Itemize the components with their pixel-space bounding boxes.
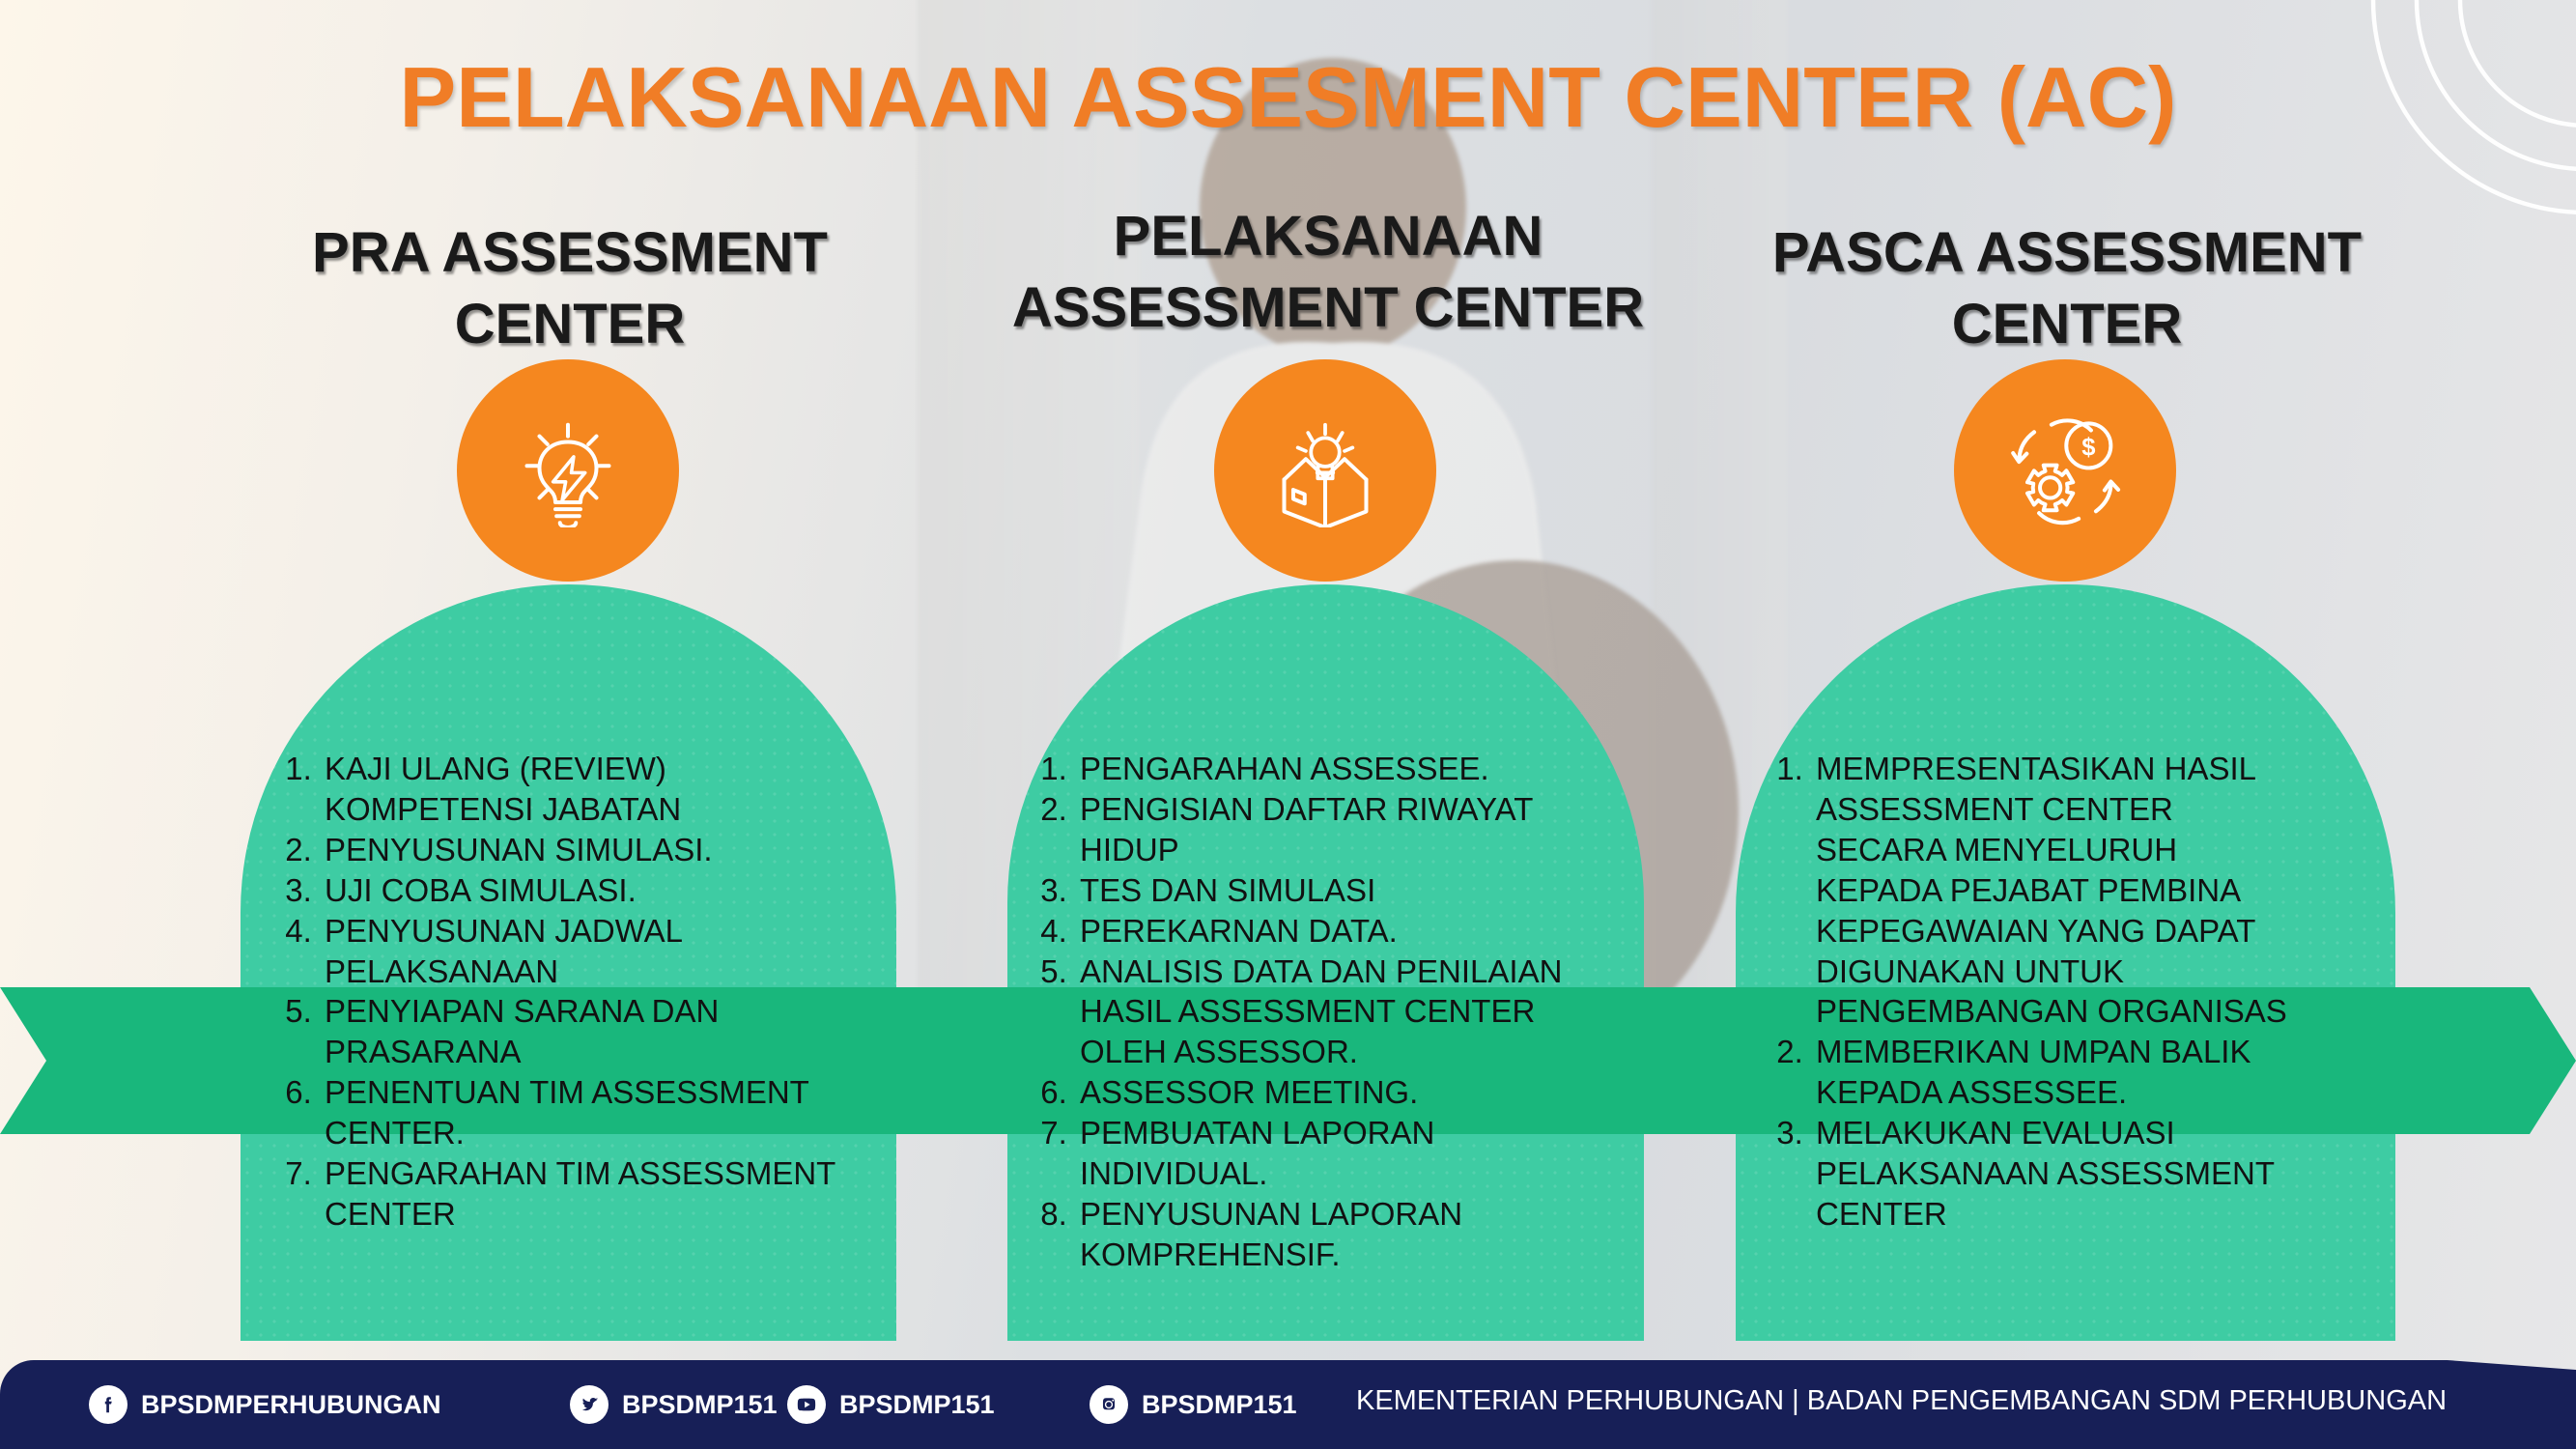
svg-text:$: $	[2081, 435, 2095, 462]
